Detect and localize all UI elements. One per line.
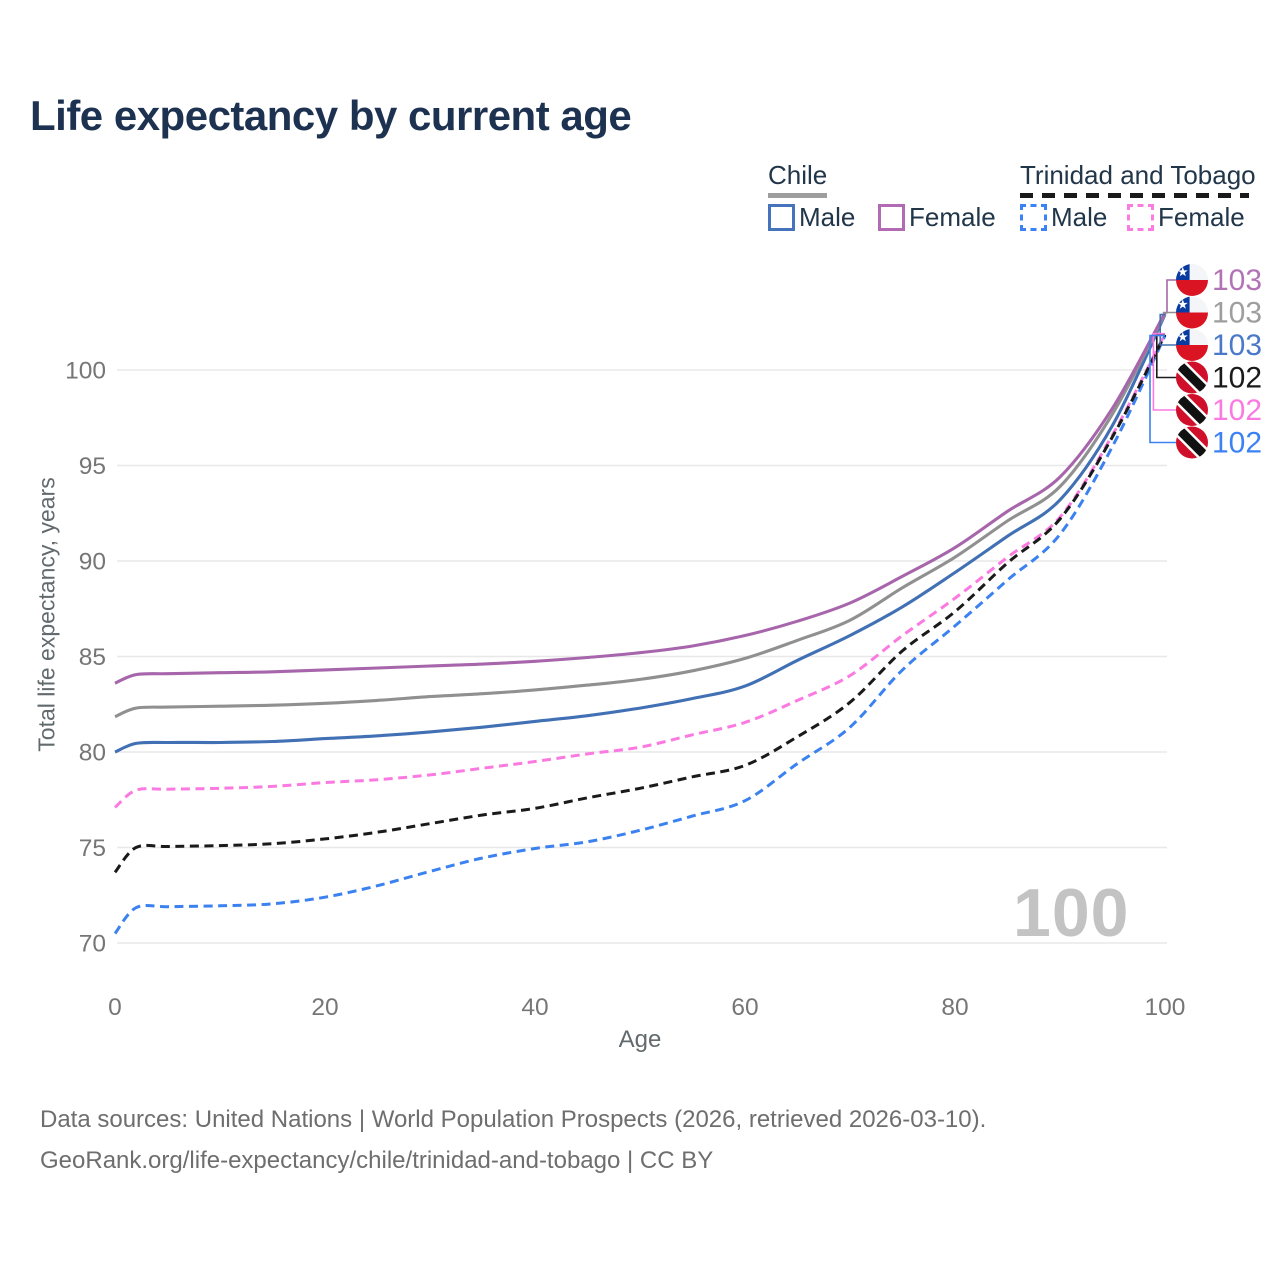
legend-swatch-chile-female [878, 204, 905, 231]
page-title: Life expectancy by current age [30, 92, 632, 139]
legend-label-tt-male: Male [1051, 202, 1108, 232]
chile-flag-icon [1176, 264, 1208, 296]
chile-flag-icon [1176, 329, 1208, 361]
footer-attribution: GeoRank.org/life-expectancy/chile/trinid… [40, 1147, 714, 1174]
x-tick-label-80: 80 [941, 994, 968, 1021]
series-line-tt-both [113, 334, 1167, 874]
chile-flag-star [1177, 331, 1188, 342]
end-label-leader-tt-female [1152, 332, 1176, 411]
legend-group-title-trinidad-and-tobago: Trinidad and Tobago [1020, 160, 1256, 190]
legend-label-chile-male: Male [799, 202, 856, 232]
series-line-tt-male [113, 334, 1167, 935]
series-end-value-chile-both: 103 [1212, 297, 1262, 330]
x-tick-label-100: 100 [1145, 994, 1186, 1021]
y-tick-label-95: 95 [79, 453, 106, 480]
legend-swatch-chile-male [768, 204, 795, 231]
chart-legend: Chile Male Female Trinidad and Tobago Male Fe… [0, 0, 1280, 240]
y-tick-label-80: 80 [79, 740, 106, 767]
series-end-value-chile-male: 103 [1212, 329, 1262, 362]
end-label-leader-tt-both [1156, 333, 1176, 379]
x-tick-label-0: 0 [108, 994, 122, 1021]
tt-flag-black-band [1176, 361, 1208, 394]
legend-swatch-tt-male [1020, 204, 1047, 231]
legend-group-underline-trinidad-and-tobago [1020, 193, 1249, 198]
series-end-value-tt-female: 102 [1212, 394, 1262, 427]
chile-flag-star [1177, 266, 1188, 277]
chile-flag-red-band [1176, 280, 1208, 296]
series-end-value-tt-male: 102 [1212, 427, 1262, 460]
y-tick-label-75: 75 [79, 835, 106, 862]
y-axis-title: Total life expectancy, years [33, 477, 60, 752]
chile-flag-star [1177, 299, 1188, 309]
legend-label-tt-female: Female [1158, 202, 1245, 232]
x-axis-title: Age [618, 1026, 662, 1053]
y-tick-label-100: 100 [65, 358, 106, 385]
x-tick-label-20: 20 [311, 994, 338, 1021]
series-line-chile-both [114, 312, 1167, 719]
series-line-chile-female [114, 311, 1167, 685]
legend-group-title-chile: Chile [768, 160, 828, 190]
chile-flag-red-band [1176, 312, 1208, 329]
chile-flag-icon [1176, 296, 1208, 329]
tt-flag-band [1176, 361, 1208, 394]
end-label-leader-chile-male [1159, 313, 1176, 346]
end-label-leader-chile-female [1165, 279, 1176, 314]
tt-flag-band [1176, 394, 1208, 426]
trinidad-and-tobago-flag-icon [1176, 426, 1208, 459]
footer-data-sources: Data sources: United Nations | World Pop… [40, 1106, 987, 1133]
legend-group-underline-chile [768, 193, 827, 198]
x-tick-label-60: 60 [731, 994, 758, 1021]
y-tick-label-70: 70 [79, 931, 106, 958]
y-tick-label-90: 90 [79, 549, 106, 576]
age-counter-watermark: 100 [1013, 875, 1130, 951]
x-tick-label-40: 40 [521, 994, 548, 1021]
y-tick-label-85: 85 [79, 644, 106, 671]
series-end-value-chile-female: 103 [1212, 264, 1262, 297]
series-line-tt-female [113, 333, 1167, 809]
chile-flag-red-band [1176, 345, 1208, 361]
end-label-leader-chile-both [1162, 311, 1176, 315]
tt-flag-black-band [1176, 426, 1208, 459]
end-label-leader-tt-male [1149, 334, 1176, 444]
tt-flag-band [1176, 426, 1208, 459]
trinidad-and-tobago-flag-icon [1176, 361, 1208, 394]
trinidad-and-tobago-flag-icon [1176, 394, 1208, 426]
series-end-value-tt-both: 102 [1212, 362, 1262, 395]
legend-label-chile-female: Female [909, 202, 996, 232]
legend-swatch-tt-female [1127, 204, 1154, 231]
tt-flag-black-band [1176, 394, 1208, 426]
series-line-chile-male [114, 313, 1167, 754]
